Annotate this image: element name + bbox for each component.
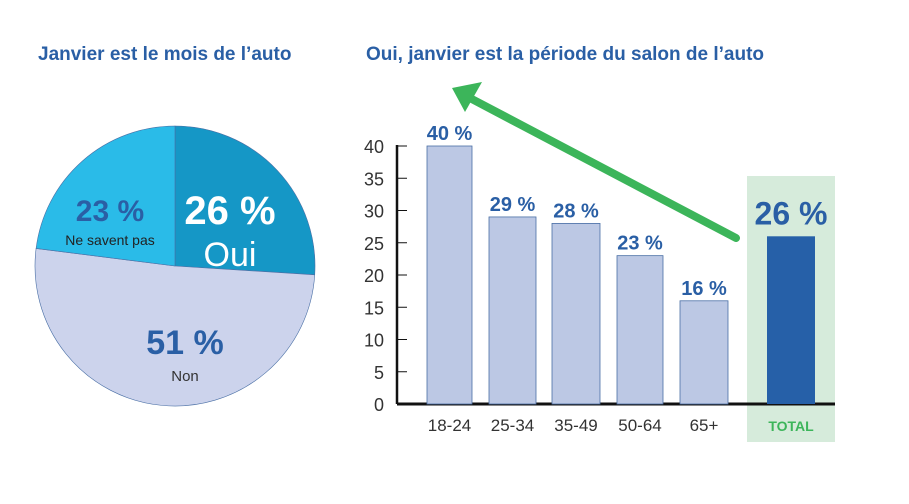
x-tick-label: 65+: [690, 416, 719, 435]
pie-label-ne-savent-pas: Ne savent pas: [65, 232, 155, 248]
x-tick-label: 25-34: [491, 416, 534, 435]
y-tick-label: 5: [374, 363, 384, 383]
y-tick-label: 20: [364, 266, 384, 286]
pie-value-ne-savent-pas: 23 %: [76, 195, 144, 228]
y-tick-label: 10: [364, 331, 384, 351]
y-tick-label: 25: [364, 234, 384, 254]
y-tick-label: 15: [364, 298, 384, 318]
x-tick-label: 35-49: [554, 416, 597, 435]
y-tick-label: 0: [374, 395, 384, 415]
bar-18-24: [426, 145, 473, 405]
bar-data-label: 16 %: [681, 278, 727, 300]
y-tick-label: 35: [364, 169, 384, 189]
x-tick-label: TOTAL: [768, 418, 814, 434]
y-tick-label: 40: [364, 137, 384, 157]
pie-slice-oui: [174, 125, 316, 276]
y-tick-label: 30: [364, 202, 384, 222]
bar-35-49: [551, 222, 601, 405]
bar-25-34: [488, 216, 537, 405]
bar-50-64: [616, 255, 664, 405]
pie-value-non: 51 %: [146, 324, 224, 362]
pie-slice-ne-savent-pas: [35, 125, 176, 267]
bar-65+: [679, 300, 729, 405]
pie-slice-non: [34, 248, 316, 407]
trend-arrow-shaft: [464, 93, 740, 242]
bar-data-label: 40 %: [427, 123, 473, 145]
pie-title: Janvier est le mois de l’auto: [38, 44, 292, 65]
bar-title: Oui, janvier est la période du salon de …: [366, 44, 765, 65]
bar-data-label: 28 %: [553, 200, 599, 222]
pie-value-oui: 26 %: [184, 189, 275, 233]
pie-label-non: Non: [171, 368, 199, 385]
pie-label-oui: Oui: [204, 236, 257, 274]
x-tick-label: 50-64: [618, 416, 661, 435]
bar-data-label: 29 %: [490, 194, 536, 216]
bar-TOTAL: [767, 236, 815, 404]
bar-data-label: 26 %: [755, 195, 828, 231]
x-tick-label: 18-24: [428, 416, 471, 435]
trend-arrow-head: [452, 82, 482, 112]
bar-data-label: 23 %: [617, 233, 663, 255]
